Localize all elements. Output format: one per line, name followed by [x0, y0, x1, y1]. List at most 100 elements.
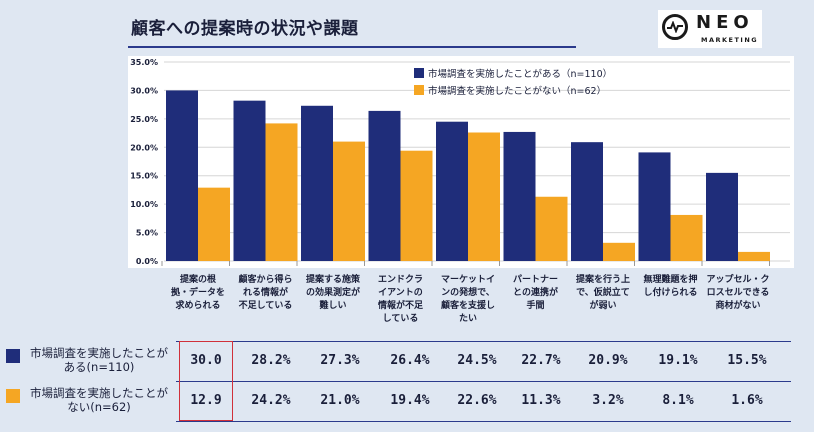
y-tick-label: 15.0%	[130, 172, 158, 181]
table-cell: 30.0	[190, 353, 222, 368]
bar-chart: 0.0% 5.0% 10.0% 15.0% 20.0% 25.0% 30.0% 35.0% 市場…	[130, 58, 790, 266]
bar-series1	[436, 121, 468, 261]
x-category-label-line: ンの発想で、	[441, 288, 495, 298]
y-tick-label: 30.0%	[130, 86, 158, 95]
table-cell: 19.4%	[390, 393, 430, 408]
table-cell: 26.4%	[390, 353, 430, 368]
x-category-label-line: している	[382, 314, 419, 324]
x-category-label: 提案する施策 の効果測定が 難しい	[299, 274, 367, 313]
table-cell: 24.5%	[457, 353, 497, 368]
table-cell: 22.7%	[521, 353, 561, 368]
bar-series2	[333, 141, 365, 261]
highlight-box	[179, 341, 233, 421]
bar-series1	[638, 152, 671, 261]
row-label-series1: 市場調査を実施したことが ある(n=110)	[24, 346, 174, 374]
x-category-label: アップセル・ク ロスセルできる 商材がない	[704, 274, 772, 313]
x-category-label-line: 商材がない	[715, 301, 761, 311]
logo-sub: MARKETING	[701, 36, 759, 44]
y-tick-label: 0.0%	[136, 257, 158, 266]
x-category-label-line: れる情報が	[242, 288, 288, 298]
bar-series1	[301, 105, 333, 261]
x-category-label-line: たい	[458, 314, 477, 324]
x-category-label: 提案の根拠・データを 求められる	[164, 274, 232, 313]
legend-swatch	[414, 85, 424, 95]
bar-series2	[670, 214, 703, 261]
bar-series1	[166, 90, 198, 261]
bar-series1	[503, 131, 536, 261]
table-cell: 8.1%	[662, 393, 694, 408]
x-category-label-line: イアントの	[378, 288, 423, 298]
row-label-series2: 市場調査を実施したことが ない(n=62)	[24, 386, 174, 414]
x-category-label: マーケットイ ンの発想で、 顧客を支援し たい	[434, 274, 502, 326]
x-category-label-line: 求められる	[175, 301, 221, 311]
x-category-label-line: 顧客から得ら	[238, 275, 293, 285]
row-label-line: 市場調査を実施したことが	[30, 386, 168, 400]
bar-series1	[368, 110, 401, 261]
x-category-label-line: 情報が不足	[377, 301, 423, 311]
table-rule-middle	[176, 381, 791, 382]
bar-series2	[198, 187, 230, 261]
bar-series2	[603, 242, 635, 261]
bar-series2	[400, 150, 433, 261]
table-cell: 21.0%	[320, 393, 360, 408]
x-category-label-line: 不足している	[238, 301, 293, 311]
bar-series2	[738, 251, 770, 261]
table-cell: 12.9	[190, 393, 222, 408]
x-category-label-line: 提案の根	[179, 275, 216, 285]
legend-swatch	[414, 68, 424, 78]
x-category-label: エンドクライアントの情報が不足している	[367, 274, 435, 326]
row-label-line: 市場調査を実施したことが	[30, 346, 168, 360]
x-category-label-line: 無理難題を押	[643, 275, 698, 285]
x-category-label: 顧客から得ら れる情報が不足している	[232, 274, 300, 313]
x-category-label-line: ロスセルできる	[706, 288, 770, 298]
x-category-label-line: 提案する施策	[305, 275, 360, 285]
x-category-label-line: 拠・データを	[170, 288, 225, 298]
table-cell: 15.5%	[727, 353, 767, 368]
bar-series2	[535, 196, 568, 261]
x-category-label-line: アップセル・ク	[706, 275, 770, 285]
table-cell: 20.9%	[588, 353, 628, 368]
x-category-label-line: マーケットイ	[440, 275, 495, 285]
x-category-label: 無理難題を押 し付けられる	[637, 274, 705, 300]
table-cell: 24.2%	[251, 393, 291, 408]
x-category-label-line: パートナー	[512, 275, 558, 285]
table-cell: 22.6%	[457, 393, 497, 408]
table-rule-top	[176, 341, 791, 342]
legend-label: 市場調査を実施したことがある（n=110）	[428, 68, 612, 80]
row-swatch-series2	[6, 389, 20, 403]
table-cell: 1.6%	[731, 393, 763, 408]
x-category-label-line: し付けられる	[643, 288, 698, 298]
bar-series1	[233, 100, 266, 261]
table-cell: 11.3%	[521, 393, 561, 408]
page-title: 顧客への提案時の状況や課題	[131, 19, 359, 39]
y-tick-label: 20.0%	[130, 143, 158, 152]
x-category-label-line: が弱い	[589, 301, 617, 311]
logo: NEO MARKETING	[658, 10, 762, 48]
row-swatch-series1	[6, 349, 20, 363]
x-category-label-line: の効果測定が	[305, 288, 360, 298]
x-category-label-line: 難しい	[319, 301, 347, 311]
title-underline	[128, 46, 576, 48]
x-category-label: 提案を行う上 で、仮説立て が弱い	[569, 274, 637, 313]
x-category-label-line: エンドクラ	[377, 275, 423, 285]
row-label-line: ある(n=110)	[63, 360, 135, 374]
logo-pulse-icon	[662, 14, 688, 40]
x-category-label: パートナーとの連携が手間	[502, 274, 570, 313]
table-rule-bottom	[176, 421, 791, 422]
bar-series2	[468, 132, 500, 261]
y-tick-label: 5.0%	[136, 229, 158, 238]
table-cell: 27.3%	[320, 353, 360, 368]
table-cell: 28.2%	[251, 353, 291, 368]
logo-word: NEO	[696, 12, 754, 33]
y-tick-label: 25.0%	[130, 115, 158, 124]
chart-plot-area: 0.0% 5.0% 10.0% 15.0% 20.0% 25.0% 30.0% 35.0% 市場…	[128, 56, 794, 268]
bar-series2	[265, 123, 298, 261]
row-label-line: ない(n=62)	[67, 400, 131, 414]
x-category-label-line: との連携が	[513, 288, 558, 298]
x-category-label-line: 顧客を支援し	[440, 301, 495, 311]
x-category-label-line: 手間	[526, 301, 545, 311]
y-tick-label: 35.0%	[130, 58, 158, 67]
legend-label: 市場調査を実施したことがない（n=62）	[428, 85, 606, 97]
table-cell: 19.1%	[658, 353, 698, 368]
x-category-label-line: で、仮説立て	[576, 288, 630, 298]
